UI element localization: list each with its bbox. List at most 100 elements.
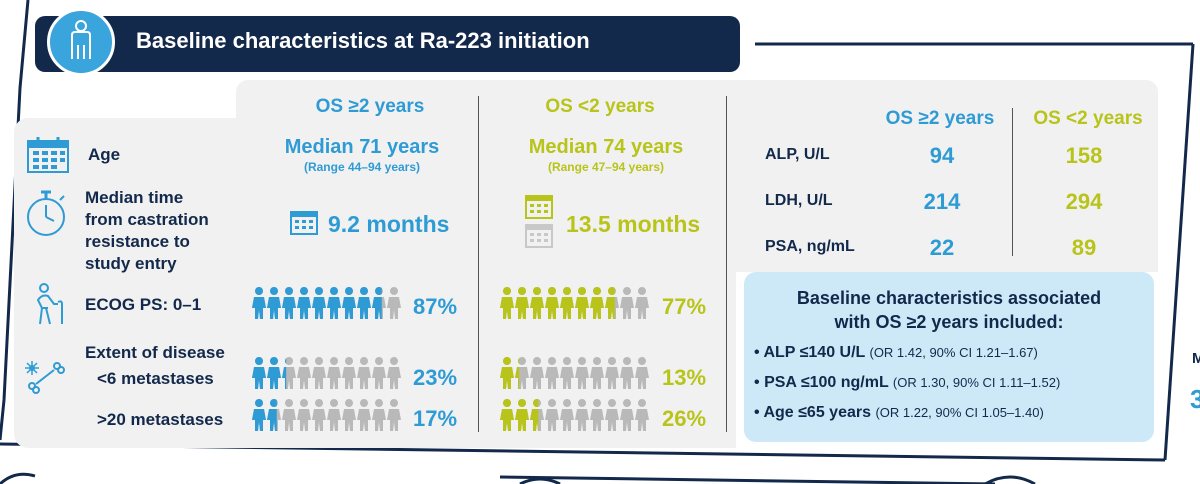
- people-pictogram-gt20-lt2: [500, 399, 649, 431]
- assoc-item: • Age ≤65 years (OR 1.22, 90% CI 1.05–1.…: [754, 404, 1044, 422]
- walking-cane-icon: [36, 283, 63, 325]
- person-icon: [312, 399, 326, 431]
- person-icon-base: [590, 357, 604, 389]
- person-icon: [372, 287, 386, 319]
- person-icon: [500, 357, 514, 389]
- person-icon: [515, 287, 529, 319]
- person-icon: [252, 399, 266, 431]
- assoc-title-line2: with OS ≥2 years included:: [834, 312, 1064, 332]
- person-icon-filled: [357, 287, 371, 319]
- person-icon-base: [357, 399, 371, 431]
- person-icon-base: [387, 357, 401, 389]
- person-icon: [590, 357, 604, 389]
- person-icon: [267, 399, 281, 431]
- person-icon: [545, 357, 559, 389]
- assoc-item-main: Age ≤65 years: [763, 404, 871, 421]
- assoc-item-stat: (OR 1.22, 90% CI 1.05–1.40): [875, 405, 1044, 420]
- header-icon-circle: [47, 8, 115, 76]
- labs-header-ge2: OS ≥2 years: [885, 108, 995, 129]
- person-icon: [530, 399, 544, 431]
- gt20-pct-lt2: 26%: [662, 406, 707, 431]
- person-icon: [575, 287, 589, 319]
- person-icon-filled: [590, 287, 604, 319]
- calendar-icon: [27, 137, 69, 173]
- person-icon-filled: [267, 399, 277, 431]
- row-label-time-4: study entry: [85, 254, 177, 273]
- left-panel: [14, 118, 736, 448]
- person-icon-base: [327, 357, 341, 389]
- person-icon: [297, 287, 311, 319]
- person-icon-filled: [372, 287, 382, 319]
- person-icon-base: [545, 357, 559, 389]
- person-icon: [635, 399, 649, 431]
- assoc-item: • PSA ≤100 ng/mL (OR 1.30, 90% CI 1.11–1…: [754, 374, 1060, 392]
- bullet: •: [754, 404, 760, 421]
- person-icon-base: [530, 357, 544, 389]
- time-value-ge2: 9.2 months: [328, 211, 450, 237]
- stopwatch-icon: [27, 190, 65, 236]
- lab-label-psa: PSA, ng/mL: [765, 238, 855, 255]
- row-label-time-1: Median time: [85, 188, 184, 207]
- person-icon-filled: [297, 287, 311, 319]
- person-icon: [342, 399, 356, 431]
- right-panel: [736, 80, 1158, 272]
- person-icon: [620, 357, 634, 389]
- column-divider: [1012, 108, 1013, 256]
- lab-alp-ge2: 94: [929, 143, 955, 168]
- person-icon: [560, 287, 574, 319]
- person-icon-base: [372, 399, 386, 431]
- person-icon: [620, 287, 634, 319]
- row-label-lt6: <6 metastases: [97, 369, 214, 388]
- person-icon-base: [635, 357, 649, 389]
- person-icon: [560, 357, 574, 389]
- assoc-item: • ALP ≤140 U/L (OR 1.42, 90% CI 1.21–1.6…: [754, 344, 1038, 362]
- person-icon: [297, 357, 311, 389]
- person-icon: [297, 399, 311, 431]
- person-icon-base: [635, 287, 649, 319]
- person-icon: [282, 399, 296, 431]
- person-icon-base: [590, 399, 604, 431]
- lab-psa-lt2: 89: [1071, 235, 1097, 260]
- calendar-icon: [525, 195, 553, 248]
- ecog-pct-lt2: 77%: [662, 294, 707, 319]
- age-range-ge2: (Range 44–94 years): [303, 160, 421, 174]
- person-icon-base: [560, 357, 574, 389]
- person-icon: [575, 357, 589, 389]
- lab-ldh-ge2: 214: [923, 189, 961, 214]
- person-icon: [635, 357, 649, 389]
- person-icon-filled: [252, 357, 266, 389]
- person-icon-base: [620, 399, 634, 431]
- person-icon: [357, 357, 371, 389]
- bone-icon: [25, 361, 65, 394]
- person-icon: [252, 287, 266, 319]
- person-icon-base: [297, 357, 311, 389]
- lab-ldh-lt2: 294: [1065, 189, 1103, 214]
- person-icon-base: [387, 399, 401, 431]
- person-icon: [282, 357, 296, 389]
- assoc-item-stat: (OR 1.42, 90% CI 1.21–1.67): [869, 345, 1038, 360]
- lt6-pct-ge2: 23%: [413, 365, 458, 390]
- person-icon-filled: [282, 358, 287, 389]
- person-icon: [327, 357, 341, 389]
- lab-label-alp: ALP, U/L: [765, 146, 830, 163]
- person-icon-filled: [342, 287, 356, 319]
- person-icon: [327, 399, 341, 431]
- edge-letter: M: [1192, 350, 1200, 367]
- person-icon: [500, 399, 514, 431]
- person-icon-base: [575, 357, 589, 389]
- bullet: •: [754, 374, 760, 391]
- person-icon: [545, 399, 559, 431]
- labs-header-lt2: OS <2 years: [1033, 108, 1143, 129]
- person-icon: [530, 357, 544, 389]
- bullet: •: [754, 344, 760, 361]
- person-icon-base: [342, 399, 356, 431]
- person-icon-filled: [500, 357, 514, 389]
- person-icon: [620, 399, 634, 431]
- person-icon-filled: [515, 358, 520, 389]
- person-icon: [500, 287, 514, 319]
- person-icon: [387, 399, 401, 431]
- row-label-gt20: >20 metastases: [97, 410, 224, 429]
- column-divider: [478, 96, 479, 432]
- lt6-pct-lt2: 13%: [662, 365, 707, 390]
- person-icon: [515, 399, 529, 431]
